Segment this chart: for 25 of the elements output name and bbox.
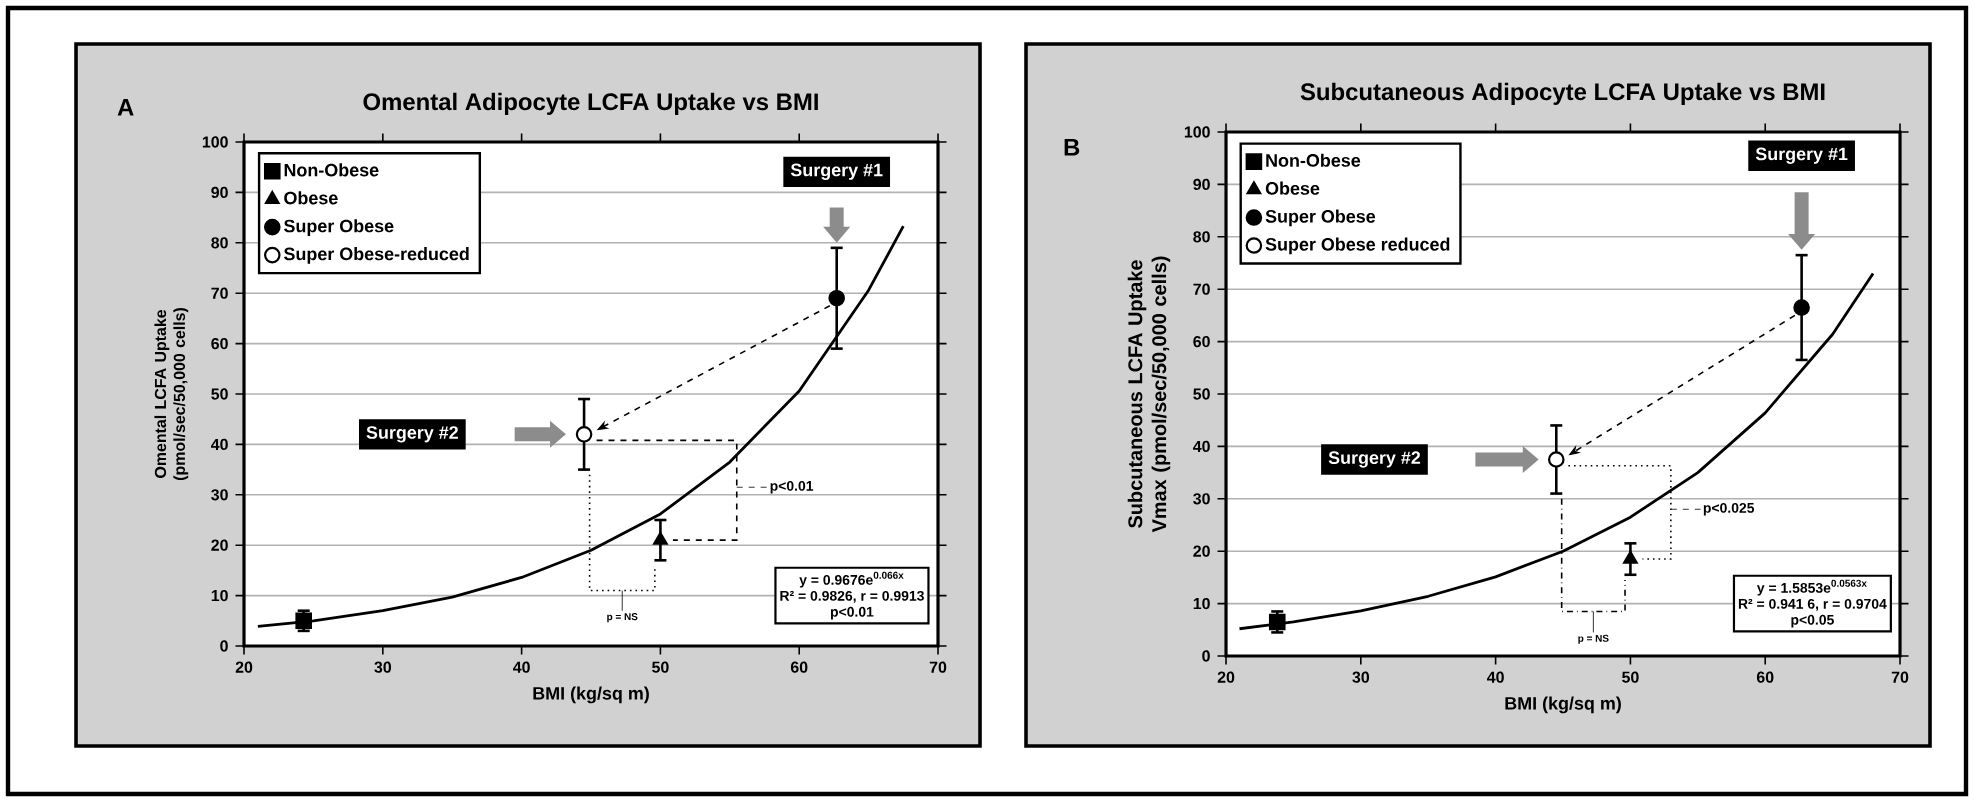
legend-label: Obese [1265, 181, 1320, 195]
x-axis-title: BMI (kg/sq m) [533, 686, 649, 704]
point [575, 426, 593, 443]
chart-title: Omental Adipocyte LCFA Uptake vs BMI [363, 92, 818, 115]
legend-label: Non-Obese [284, 163, 379, 177]
annotation: Surgery #2 [1328, 451, 1421, 468]
annotation: Surgery #2 [366, 426, 458, 443]
legend-label: Super Obese [1265, 209, 1376, 227]
point [653, 531, 668, 545]
point [1547, 451, 1565, 468]
point [828, 289, 845, 307]
text: B [1064, 139, 1080, 156]
legend-label: Super Obese reduced [1265, 237, 1450, 255]
legend-label: Obese [284, 191, 338, 205]
point [1623, 550, 1638, 564]
legend-label: Super Obese-reduced [284, 247, 469, 264]
x-axis-title: BMI (kg/sq m) [1505, 696, 1621, 714]
annotation: Surgery #1 [790, 163, 883, 180]
annotation: Surgery #1 [1755, 147, 1848, 164]
y-axis-title: Subcutaneous LCFA Uptake Vmax (pmol/sec/50,000 cells) [1127, 256, 1171, 533]
legend-label: Non-Obese [1266, 153, 1361, 167]
legend-label: Super Obese [284, 219, 394, 236]
point [1793, 299, 1810, 316]
text: A [117, 99, 134, 116]
chart-title: Subcutaneous Adipocyte LCFA Uptake vs BMI [1300, 82, 1825, 105]
